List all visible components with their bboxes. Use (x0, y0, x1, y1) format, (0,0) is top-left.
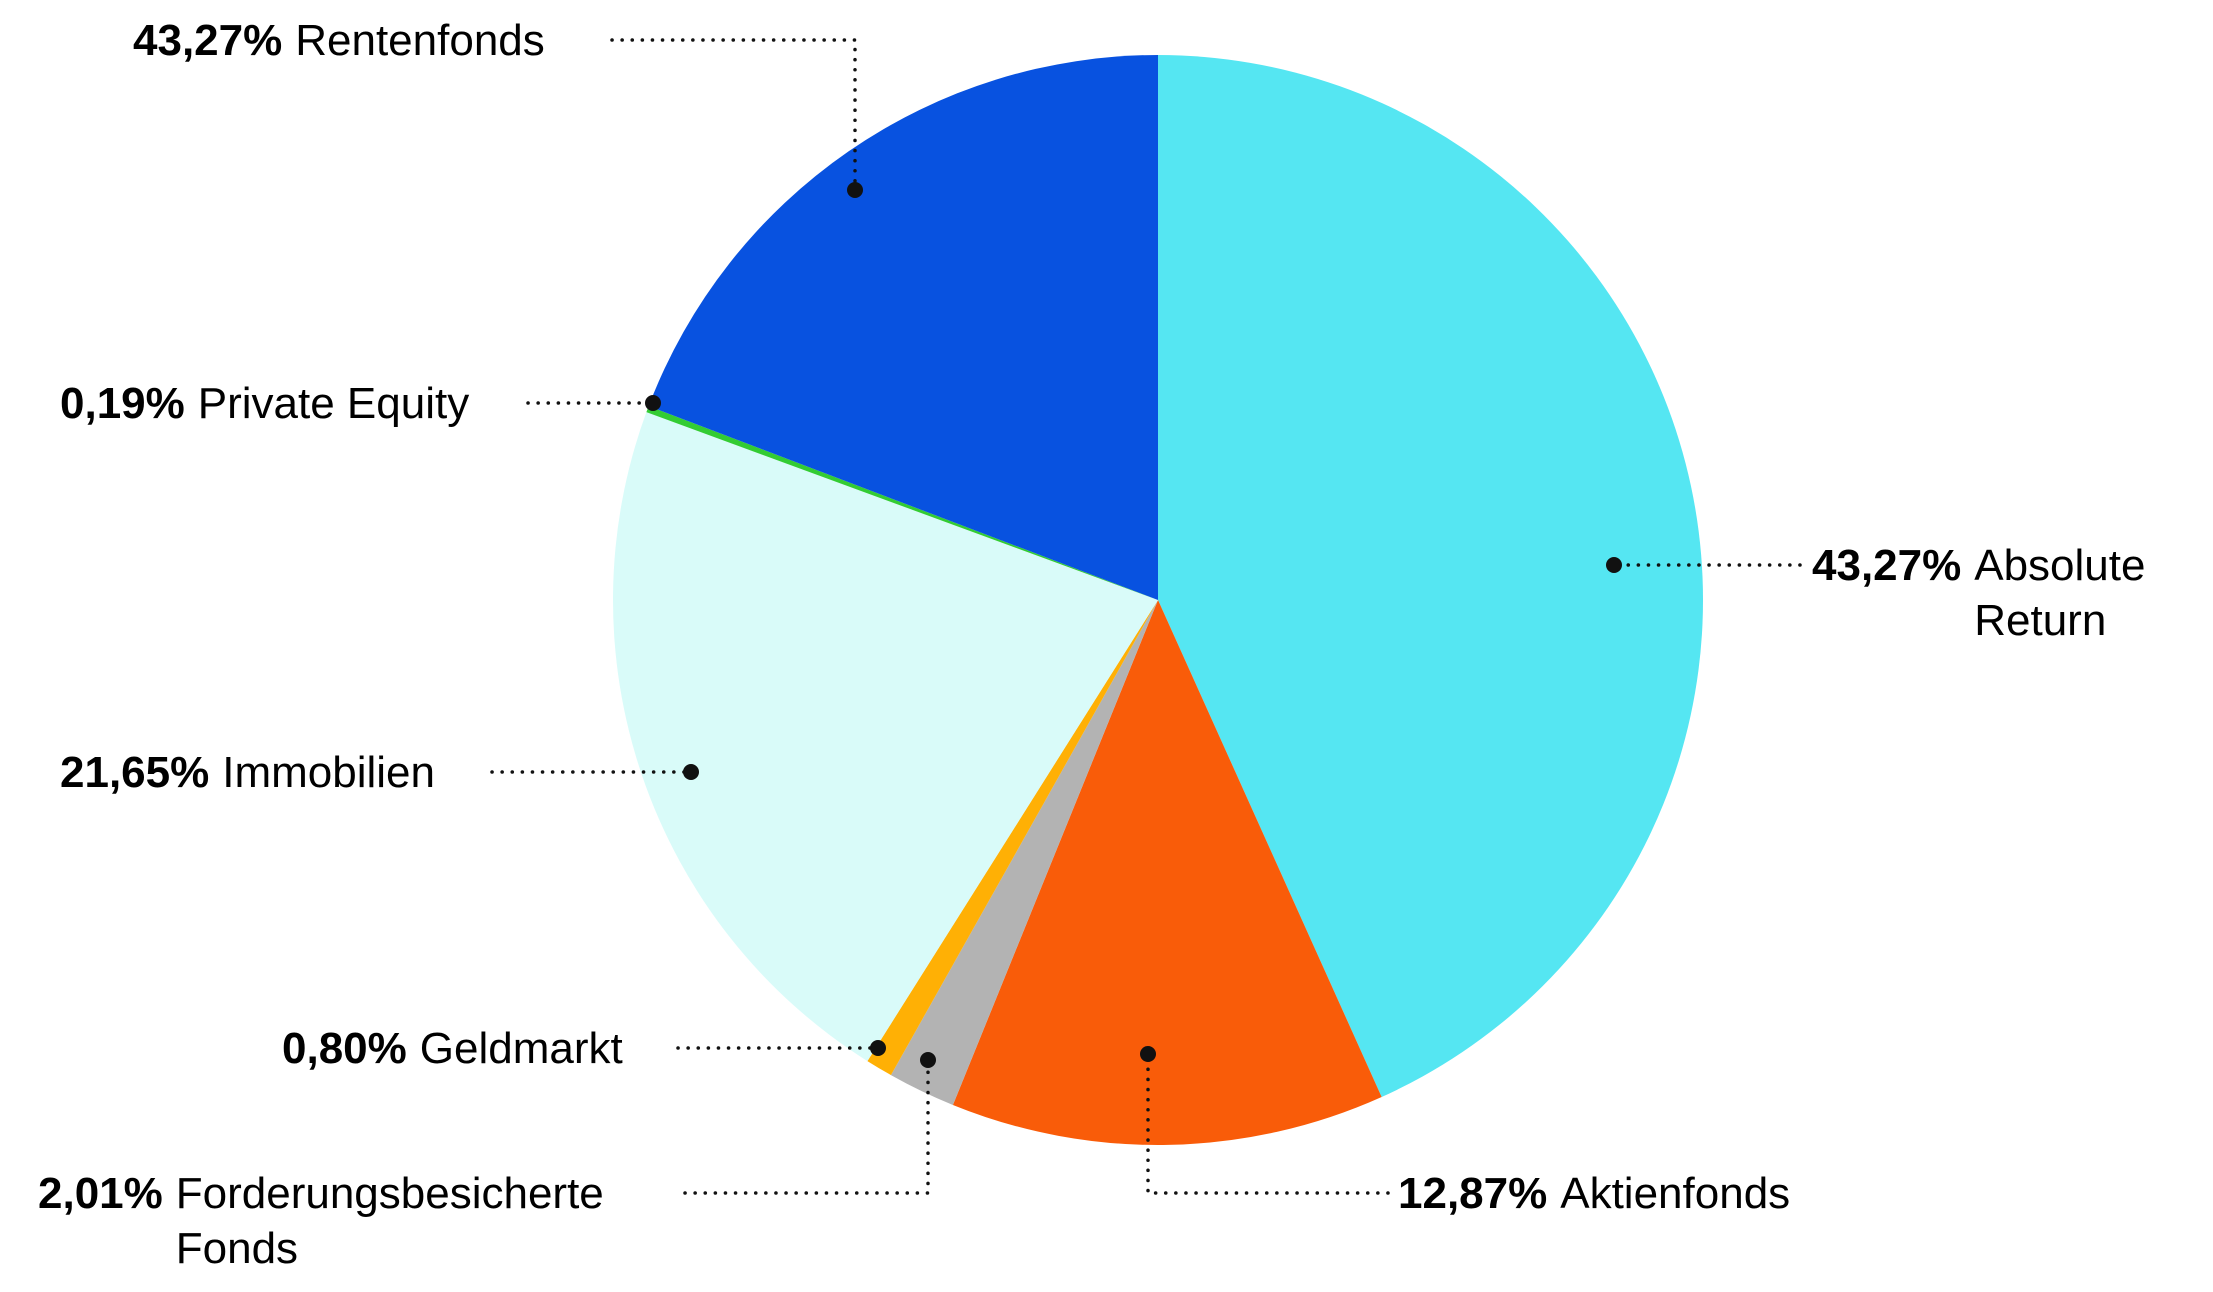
callout-label-rentenfonds: Rentenfonds (295, 16, 545, 65)
leader-dot-private-equity (645, 395, 661, 411)
callout-pct-private-equity: 0,19% (60, 379, 185, 428)
callout-pct-rentenfonds: 43,27% (133, 16, 283, 65)
callout-pct-forderungsbesicherte-fonds: 2,01% (38, 1169, 163, 1218)
pie-slice-absolute-return (1158, 55, 1704, 1097)
callout-label-geldmarkt: Geldmarkt (419, 1024, 623, 1073)
pie-slice-private-equity (646, 406, 1158, 600)
callout-forderungsbesicherte-fonds: 2,01% Forderungsbesicherte Fonds (38, 1166, 666, 1276)
callout-label-private-equity: Private Equity (197, 379, 470, 428)
callout-rentenfonds: 43,27% Rentenfonds (133, 13, 545, 68)
callout-label-aktienfonds: Aktienfonds (1560, 1169, 1791, 1218)
leader-line-aktienfonds (1146, 1060, 1390, 1195)
pie-slices (613, 55, 1704, 1146)
leader-dot-immobilien (683, 764, 699, 780)
pie-slice-rentenfonds (648, 55, 1158, 600)
callout-absolute-return: 43,27% Absolute Return (1812, 538, 2189, 648)
leader-dot-geldmarkt (870, 1040, 886, 1056)
leader-dot-forderungsbesicherte-fonds (920, 1052, 936, 1068)
callout-immobilien: 21,65% Immobilien (60, 745, 435, 800)
pie-slice-immobilien (613, 412, 1158, 1062)
pie-slice-forderungsbesicherte-fonds (890, 600, 1158, 1105)
callout-label-immobilien: Immobilien (222, 748, 435, 797)
callout-pct-immobilien: 21,65% (60, 748, 210, 797)
pie-slice-geldmarkt (867, 600, 1158, 1076)
leader-line-forderungsbesicherte-fonds (683, 1066, 930, 1195)
callout-aktienfonds: 12,87% Aktienfonds (1398, 1166, 1790, 1221)
pie-slice-aktienfonds (952, 600, 1382, 1146)
leader-line-rentenfonds (610, 38, 857, 188)
leader-dot-aktienfonds (1140, 1046, 1156, 1062)
callout-pct-aktienfonds: 12,87% (1398, 1169, 1548, 1218)
leader-dot-absolute-return (1606, 557, 1622, 573)
callout-label-forderungsbesicherte-fonds: Forderungsbesicherte Fonds (175, 1169, 604, 1273)
callout-pct-absolute-return: 43,27% (1812, 541, 1962, 590)
callout-geldmarkt: 0,80% Geldmarkt (282, 1021, 623, 1076)
callout-pct-geldmarkt: 0,80% (282, 1024, 407, 1073)
callout-label-absolute-return: Absolute Return (1974, 541, 2146, 645)
leader-dot-rentenfonds (847, 182, 863, 198)
callout-private-equity: 0,19% Private Equity (60, 376, 469, 431)
